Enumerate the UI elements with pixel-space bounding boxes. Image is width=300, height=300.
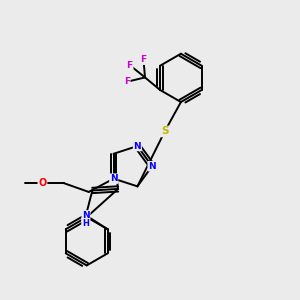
Text: S: S (161, 126, 169, 136)
Text: F: F (127, 61, 133, 70)
Text: N: N (148, 162, 156, 171)
Text: F: F (124, 77, 130, 86)
Text: O: O (38, 178, 46, 188)
Text: N: N (134, 142, 141, 151)
Text: N: N (82, 211, 90, 220)
Text: N: N (110, 174, 118, 183)
Text: F: F (140, 55, 147, 64)
Text: H: H (82, 219, 89, 228)
